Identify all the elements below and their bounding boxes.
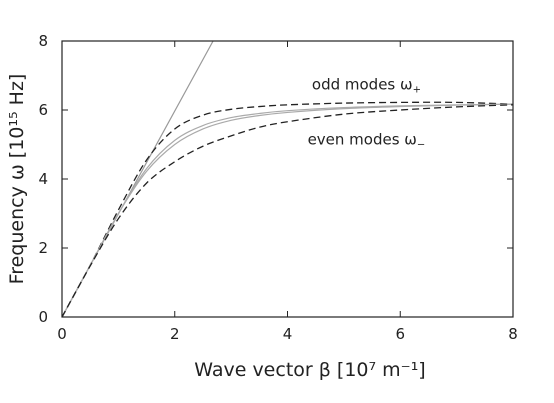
series-line-5 xyxy=(62,104,513,317)
plot-area: 0 2 4 6 8 0 2 4 6 8 xyxy=(38,32,517,343)
annotation-even-modes: even modes ω− xyxy=(308,131,426,151)
x-tick-label: 0 xyxy=(57,325,67,343)
y-tick-label: 0 xyxy=(38,308,48,326)
x-tick-label: 8 xyxy=(508,325,518,343)
y-tick-label: 4 xyxy=(38,170,48,188)
series-line-2 xyxy=(62,101,513,317)
plot-frame xyxy=(61,40,514,318)
y-tick-label: 6 xyxy=(38,101,48,119)
x-tick-label: 2 xyxy=(170,325,180,343)
x-tick-label: 6 xyxy=(395,325,405,343)
y-axis-title: Frequency ω [10¹⁵ Hz] xyxy=(6,74,28,285)
y-tick-label: 2 xyxy=(38,239,48,257)
annotation-layer: odd modes ω+ even modes ω− xyxy=(308,75,426,150)
x-tick-label: 4 xyxy=(283,325,293,343)
series-layer xyxy=(62,41,513,317)
series-line-3 xyxy=(62,103,513,317)
tick-layer: 0 2 4 6 8 0 2 4 6 8 xyxy=(38,32,517,343)
series-line-4 xyxy=(62,103,513,317)
x-axis-title: Wave vector β [10⁷ m⁻¹] xyxy=(194,359,425,381)
annotation-odd-modes: odd modes ω+ xyxy=(312,75,421,95)
y-tick-label: 8 xyxy=(38,32,48,50)
